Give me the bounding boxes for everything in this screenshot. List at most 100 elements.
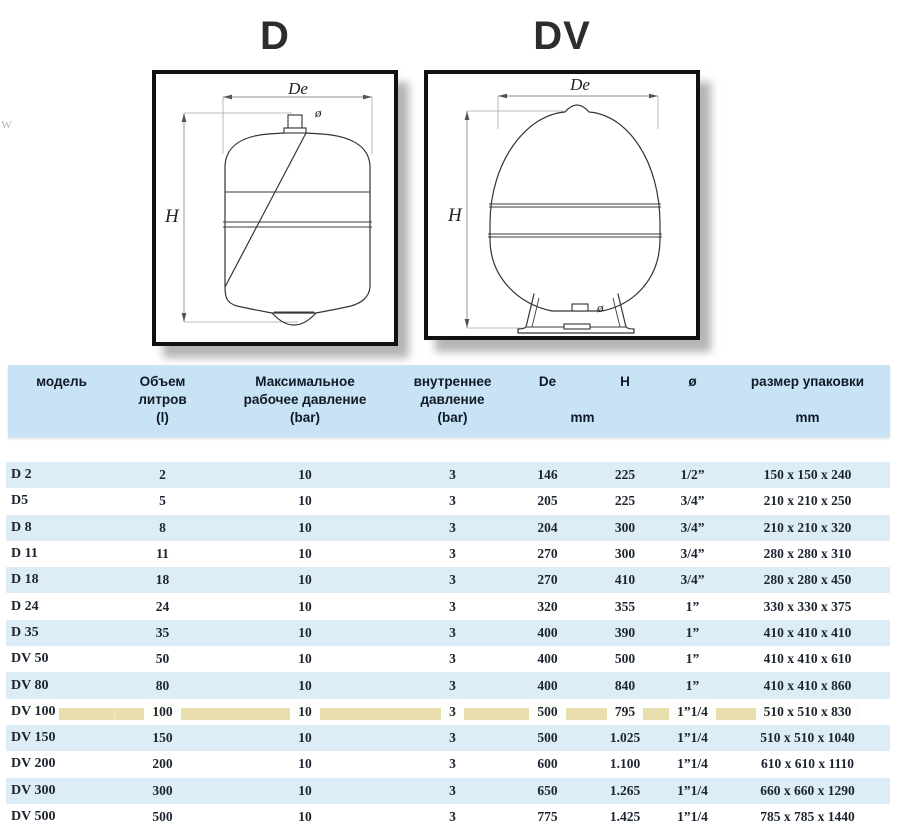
cell-h_mm: 1.100 bbox=[609, 756, 641, 772]
cell-package_size_mm: 660 x 660 x 1290 bbox=[760, 782, 855, 798]
valve-nipple bbox=[287, 114, 303, 129]
cell-de_mm: 400 bbox=[537, 677, 558, 693]
dim-label-h-dv: H bbox=[447, 205, 463, 226]
cell-model: DV 100 bbox=[6, 702, 115, 720]
table-row: D5 5 10 3 205 225 3/4” 210 x 210 x 250 bbox=[6, 488, 890, 515]
cell-package_size_mm: 210 x 210 x 250 bbox=[763, 493, 852, 509]
cell-connection_diameter: 1”1/4 bbox=[677, 756, 708, 772]
table-row: D 11 11 10 3 270 300 3/4” 280 x 280 x 310 bbox=[6, 540, 890, 568]
diagram-box-dv: De H ø bbox=[424, 70, 700, 340]
cell-internal_pressure_bar: 3 bbox=[449, 519, 456, 535]
diagram-title-dv: DV bbox=[533, 14, 591, 58]
cell-model: D 2 bbox=[11, 467, 32, 483]
cell-h_mm: 410 bbox=[614, 572, 636, 588]
header-de: De bbox=[538, 374, 557, 389]
diagram-box-d: De H ø bbox=[152, 70, 398, 346]
table-row: DV 150 150 10 3 500 1.025 1”1/4 510 x 510 x 104… bbox=[6, 724, 890, 752]
cell-internal_pressure_bar: 3 bbox=[449, 546, 456, 562]
dim-label-diameter-dv: ø bbox=[596, 300, 604, 315]
cell-connection_diameter: 1”1/4 bbox=[677, 809, 708, 824]
dim-label-de-dv: De bbox=[569, 75, 590, 94]
cell-model: DV 80 bbox=[11, 677, 49, 693]
cell-internal_pressure_bar: 3 bbox=[449, 572, 456, 588]
cell-internal_pressure_bar: 3 bbox=[449, 493, 456, 509]
cell-internal_pressure_bar: 3 bbox=[449, 651, 456, 667]
cell-model: DV 200 bbox=[11, 756, 56, 772]
cell-h_mm: 300 bbox=[614, 519, 636, 535]
header-max-pressure-line1: Максимальное bbox=[255, 374, 355, 389]
cell-max_working_pressure_bar: 10 bbox=[298, 546, 312, 562]
table-row: DV 500 500 10 3 775 1.425 1”1/4 785 x 785 x 144… bbox=[6, 803, 890, 831]
table-row: DV 200 200 10 3 600 1.100 1”1/4 610 x 610 x 111… bbox=[6, 751, 890, 778]
cell-volume_l: 18 bbox=[155, 572, 170, 588]
table-row: D 35 35 10 3 400 390 1” 410 x 410 x 410 bbox=[6, 619, 890, 647]
cell-volume_l: 11 bbox=[156, 546, 169, 562]
table-row: DV 50 50 10 3 400 500 1” 410 x 410 x 610 bbox=[6, 646, 890, 673]
header-h: H bbox=[620, 374, 630, 389]
cell-de_mm: 500 bbox=[505, 702, 590, 720]
cell-h_mm: 225 bbox=[614, 493, 636, 509]
table-row: D 2 2 10 3 146 225 1/2” 150 x 150 x 240 bbox=[6, 462, 890, 489]
cell-volume_l: 500 bbox=[152, 809, 173, 824]
cell-max_working_pressure_bar: 10 bbox=[298, 782, 312, 798]
cell-h_mm: 840 bbox=[614, 677, 636, 693]
cell-connection_diameter: 1”1/4 bbox=[677, 730, 708, 746]
cell-package_size_mm: 330 x 330 x 375 bbox=[763, 598, 852, 614]
cell-max_working_pressure_bar: 10 bbox=[298, 467, 312, 483]
cell-de_mm: 775 bbox=[537, 809, 558, 824]
cell-model: DV 150 bbox=[11, 730, 56, 746]
cell-internal_pressure_bar: 3 bbox=[400, 702, 505, 720]
cell-h_mm: 1.265 bbox=[609, 782, 641, 798]
cell-max_working_pressure_bar: 10 bbox=[298, 651, 312, 667]
cell-de_mm: 500 bbox=[537, 730, 558, 746]
cell-connection_diameter: 3/4” bbox=[680, 493, 705, 509]
header-max-pressure-line2: рабочее давление bbox=[243, 392, 367, 407]
tank-stand bbox=[517, 293, 635, 334]
cell-volume_l: 80 bbox=[155, 677, 170, 693]
header-max-pressure-line3: (bar) bbox=[290, 410, 320, 425]
cell-h_mm: 1.425 bbox=[609, 809, 641, 824]
cell-model: DV 300 bbox=[11, 782, 56, 798]
cell-volume_l: 2 bbox=[159, 467, 166, 483]
cell-max_working_pressure_bar: 10 bbox=[298, 519, 312, 535]
cell-internal_pressure_bar: 3 bbox=[449, 624, 456, 640]
cell-max_working_pressure_bar: 10 bbox=[210, 702, 400, 720]
cell-model: D 8 bbox=[11, 519, 32, 535]
cell-package_size_mm: 510 x 510 x 830 bbox=[725, 702, 890, 720]
cell-internal_pressure_bar: 3 bbox=[449, 730, 456, 746]
cell-max_working_pressure_bar: 10 bbox=[298, 624, 312, 640]
cell-volume_l: 50 bbox=[155, 651, 170, 667]
cell-package_size_mm: 610 x 610 x 1110 bbox=[760, 756, 854, 772]
cell-connection_diameter: 1” bbox=[685, 624, 700, 640]
cell-h_mm: 1.025 bbox=[609, 730, 641, 746]
header-unit-package: mm bbox=[795, 410, 820, 425]
technical-drawings-section: w D DV De H ø bbox=[0, 0, 900, 365]
cell-volume_l: 35 bbox=[155, 624, 170, 640]
cell-volume_l: 100 bbox=[115, 702, 210, 720]
cell-internal_pressure_bar: 3 bbox=[449, 598, 456, 614]
cell-connection_diameter: 1” bbox=[685, 677, 700, 693]
cell-connection_diameter: 3/4” bbox=[680, 546, 705, 562]
cell-max_working_pressure_bar: 10 bbox=[298, 730, 312, 746]
cell-model: D 35 bbox=[11, 624, 39, 640]
cell-package_size_mm: 410 x 410 x 610 bbox=[763, 651, 852, 667]
header-package: размер упаковки bbox=[750, 374, 865, 389]
table-row: D 18 18 10 3 270 410 3/4” 280 x 280 x 450 bbox=[6, 567, 890, 594]
dim-label-h-d: H bbox=[164, 206, 180, 227]
cell-de_mm: 204 bbox=[537, 519, 558, 535]
cell-max_working_pressure_bar: 10 bbox=[298, 809, 312, 824]
cell-model: D 11 bbox=[11, 546, 38, 562]
cell-model: DV 500 bbox=[11, 809, 56, 824]
cell-max_working_pressure_bar: 10 bbox=[298, 598, 312, 614]
header-internal-pressure-line3: (bar) bbox=[437, 410, 468, 425]
cell-h_mm: 500 bbox=[614, 651, 636, 667]
cell-connection_diameter: 3/4” bbox=[680, 572, 705, 588]
cell-volume_l: 200 bbox=[152, 756, 173, 772]
table-row: DV 300 300 10 3 650 1.265 1”1/4 660 x 660 x 129… bbox=[6, 777, 890, 804]
header-model: модель bbox=[36, 374, 87, 389]
diagram-title-d: D bbox=[260, 14, 290, 58]
cell-volume_l: 8 bbox=[159, 519, 166, 535]
cell-max_working_pressure_bar: 10 bbox=[298, 493, 312, 509]
table-row: DV 100 100 10 3 500 795 1”1/4 510 x 510 x 830 bbox=[6, 698, 890, 725]
cell-de_mm: 600 bbox=[537, 756, 558, 772]
